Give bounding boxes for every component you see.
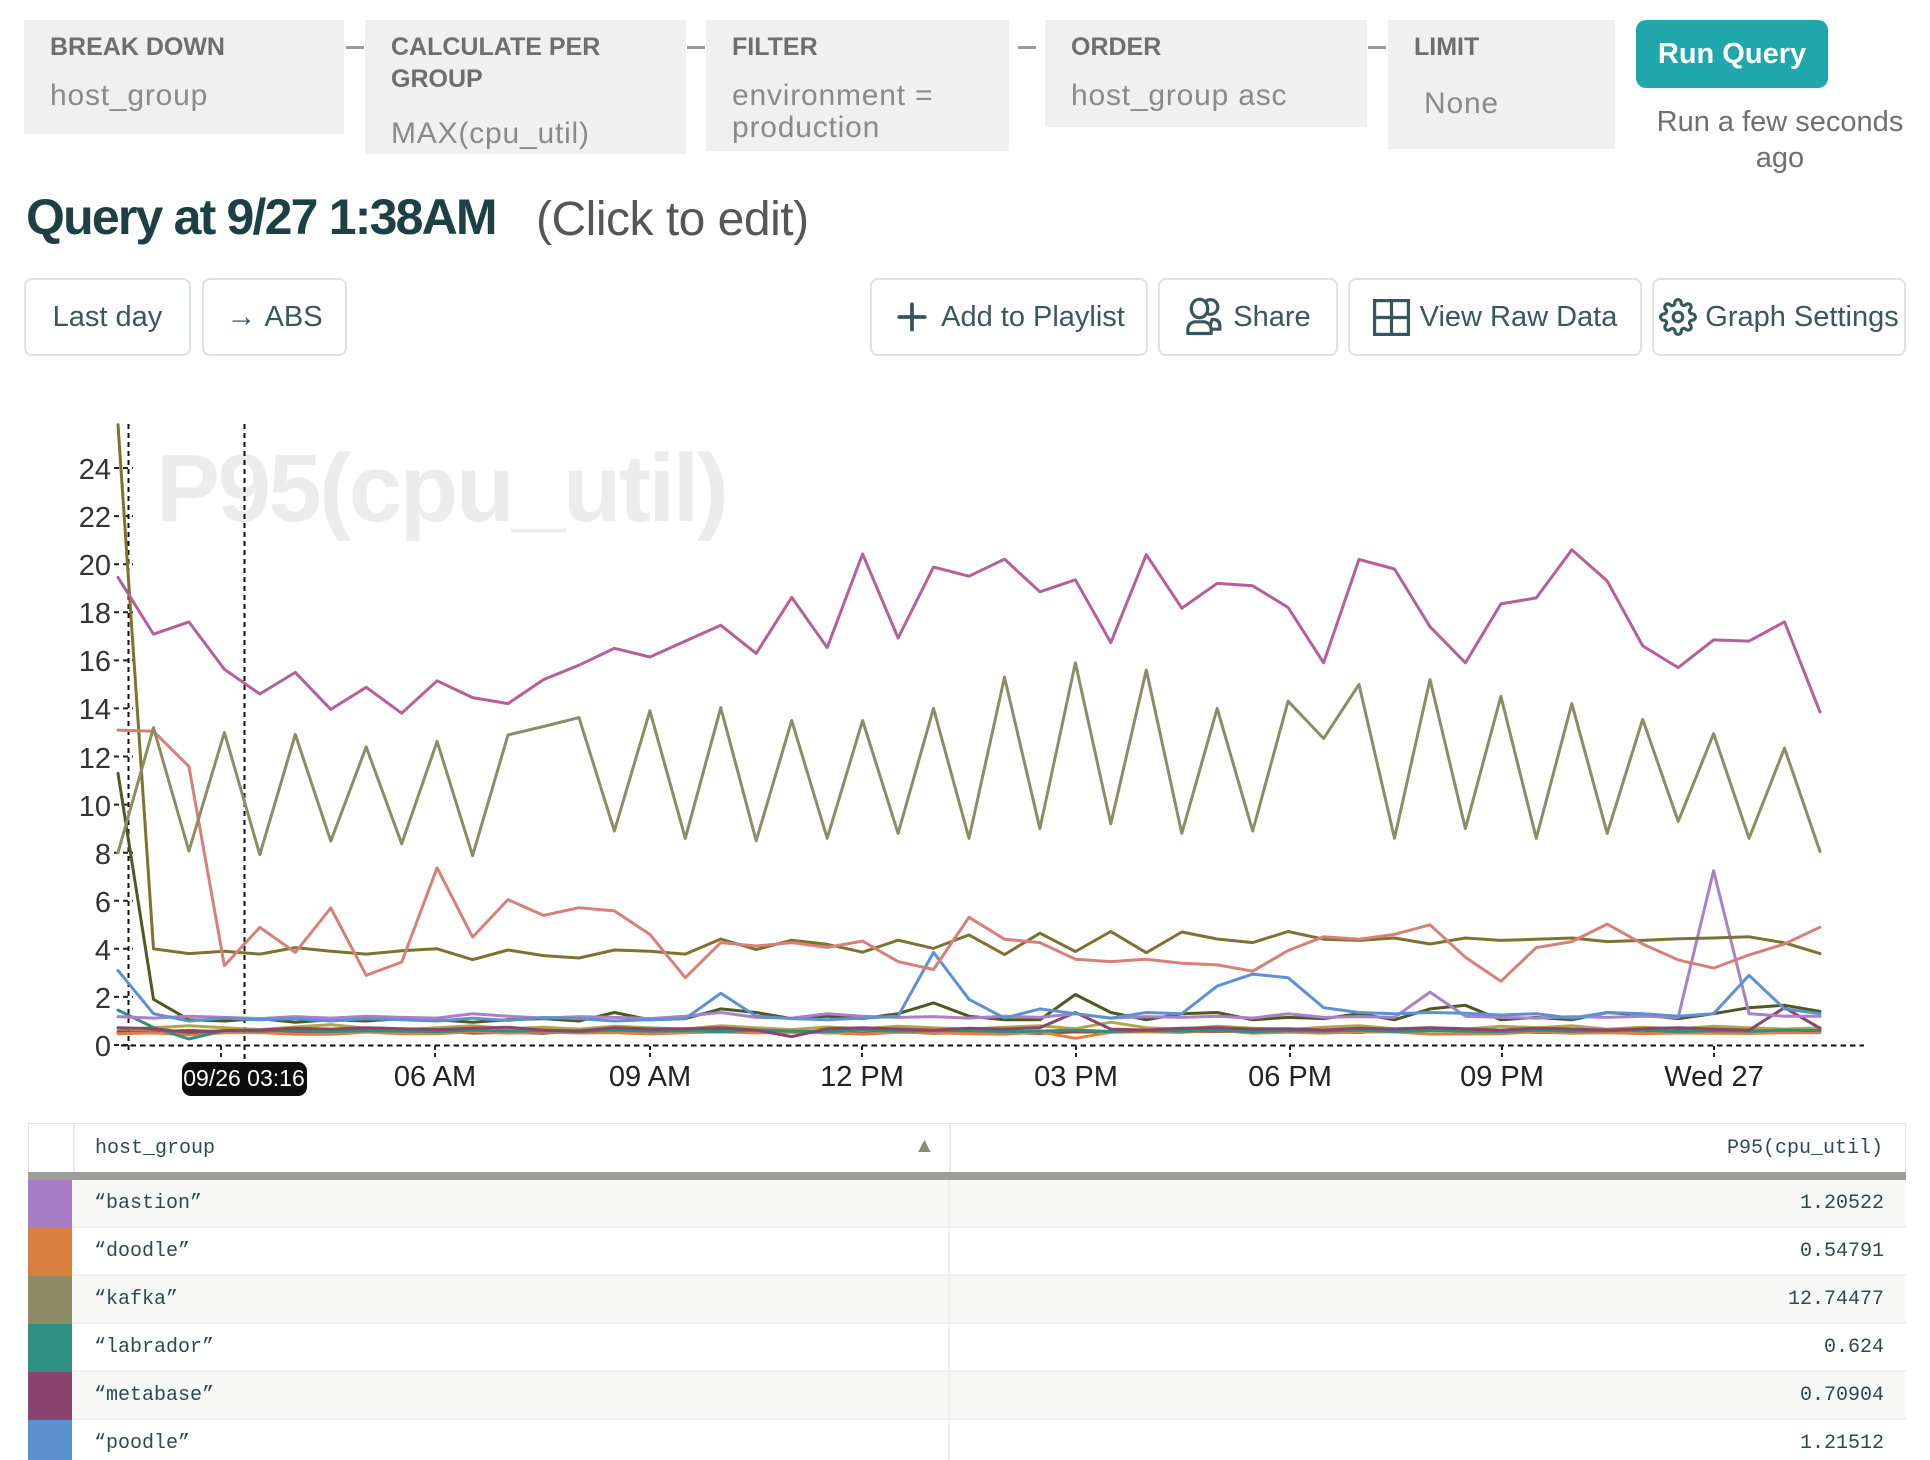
svg-text:8: 8 — [95, 839, 111, 871]
svg-text:12: 12 — [79, 743, 111, 775]
svg-text:14: 14 — [79, 694, 111, 726]
svg-text:06 AM: 06 AM — [394, 1061, 476, 1093]
svg-text:6: 6 — [95, 887, 111, 919]
svg-text:09 PM: 09 PM — [1460, 1061, 1544, 1093]
svg-text:4: 4 — [95, 935, 111, 967]
svg-text:09/26 03:16: 09/26 03:16 — [183, 1065, 305, 1091]
svg-text:16: 16 — [79, 646, 111, 678]
svg-text:24: 24 — [79, 454, 111, 486]
svg-text:Wed 27: Wed 27 — [1664, 1061, 1763, 1093]
svg-text:10: 10 — [79, 791, 111, 823]
svg-text:20: 20 — [79, 550, 111, 582]
svg-text:12 PM: 12 PM — [820, 1061, 904, 1093]
svg-text:06 PM: 06 PM — [1248, 1061, 1332, 1093]
svg-text:18: 18 — [79, 598, 111, 630]
svg-text:09 AM: 09 AM — [609, 1061, 691, 1093]
svg-text:22: 22 — [79, 502, 111, 534]
svg-text:2: 2 — [95, 983, 111, 1015]
svg-text:03 PM: 03 PM — [1034, 1061, 1118, 1093]
svg-text:0: 0 — [95, 1031, 111, 1063]
svg-text:P95(cpu_util): P95(cpu_util) — [156, 435, 726, 542]
